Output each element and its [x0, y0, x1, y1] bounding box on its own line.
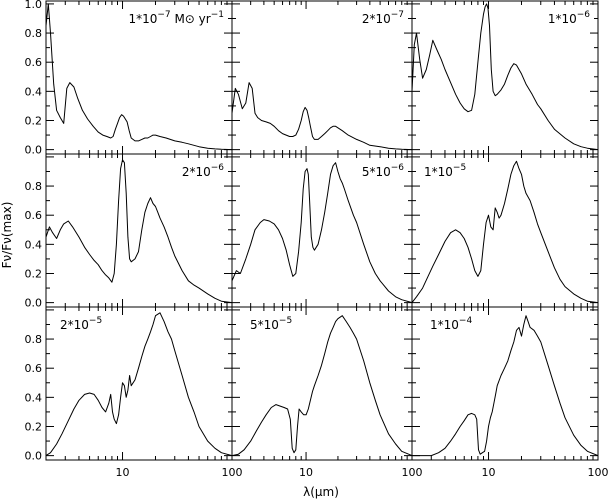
x-tick-label: 100	[588, 466, 609, 479]
panel-frame	[411, 306, 599, 461]
x-tick-label: 100	[222, 466, 243, 479]
y-tick-label: 0.8	[25, 180, 43, 193]
panel-9: 10 100 1*10−4	[411, 306, 609, 479]
y-tick-label: 0.0	[25, 450, 43, 463]
sed-curve	[411, 160, 599, 304]
sed-curve	[45, 3, 233, 151]
y-tick-label: 0.2	[25, 420, 43, 433]
x-tick-label: 10	[299, 466, 313, 479]
panel-6: 1*10−5	[411, 153, 599, 308]
y-tick-label: 0.8	[25, 27, 43, 40]
panel-3: 1*10−6	[411, 0, 599, 155]
panel-annotation: 5*10−5	[250, 316, 292, 332]
y-tick-label: 1.0	[25, 0, 43, 11]
y-tick-label: 0.0	[25, 297, 43, 310]
panel-annotation: 1*10−5	[424, 163, 466, 179]
sed-curve	[231, 82, 413, 151]
panel-grid: 0.0 0.2 0.4 0.6 0.8 1.0 1*10−7 M⊙ yr−1 2*10−7 1*…	[25, 0, 609, 479]
panel-5: 5*10−6	[231, 153, 413, 308]
y-tick-label: 0.4	[25, 238, 43, 251]
y-tick-label: 0.4	[25, 85, 43, 98]
y-axis-label: Fν/Fν(max)	[0, 202, 14, 269]
panel-annotation: 2*10−7	[362, 10, 404, 26]
x-axis-label: λ(μm)	[303, 485, 339, 499]
y-tick-label: 0.2	[25, 267, 43, 280]
sed-curve	[45, 312, 233, 457]
y-tick-label: 0.2	[25, 114, 43, 127]
y-tick-label: 0.8	[25, 333, 43, 346]
sed-curve	[231, 162, 413, 304]
panel-7: 0.0 0.2 0.4 0.6 0.8 10 100 2*10−5	[25, 306, 243, 479]
panel-annotation: 1*10−6	[548, 10, 590, 26]
x-tick-label: 100	[402, 466, 423, 479]
panel-2: 2*10−7	[231, 0, 413, 155]
x-tick-label: 10	[116, 466, 130, 479]
panel-4: 0.0 0.2 0.4 0.6 0.8 2*10−6	[25, 153, 233, 310]
sed-curve	[412, 315, 599, 457]
y-tick-label: 0.6	[25, 362, 43, 375]
panel-annotation: 2*10−6	[182, 163, 224, 179]
y-tick-label: 0.4	[25, 391, 43, 404]
panel-1: 0.0 0.2 0.4 0.6 0.8 1.0 1*10−7 M⊙ yr−1	[25, 0, 233, 157]
panel-annotation: 1*10−7 M⊙ yr−1	[128, 10, 224, 26]
panel-annotation: 1*10−4	[430, 316, 472, 332]
sed-curve	[231, 315, 413, 457]
panel-8: 10 100 5*10−5	[231, 306, 423, 479]
y-tick-label: 0.6	[25, 209, 43, 222]
y-tick-label: 0.0	[25, 144, 43, 157]
sed-curve	[411, 3, 599, 151]
panel-annotation: 5*10−6	[362, 163, 404, 179]
panel-annotation: 2*10−5	[60, 316, 102, 332]
sed-curve	[45, 159, 233, 304]
y-tick-label: 0.6	[25, 56, 43, 69]
x-tick-label: 10	[482, 466, 496, 479]
